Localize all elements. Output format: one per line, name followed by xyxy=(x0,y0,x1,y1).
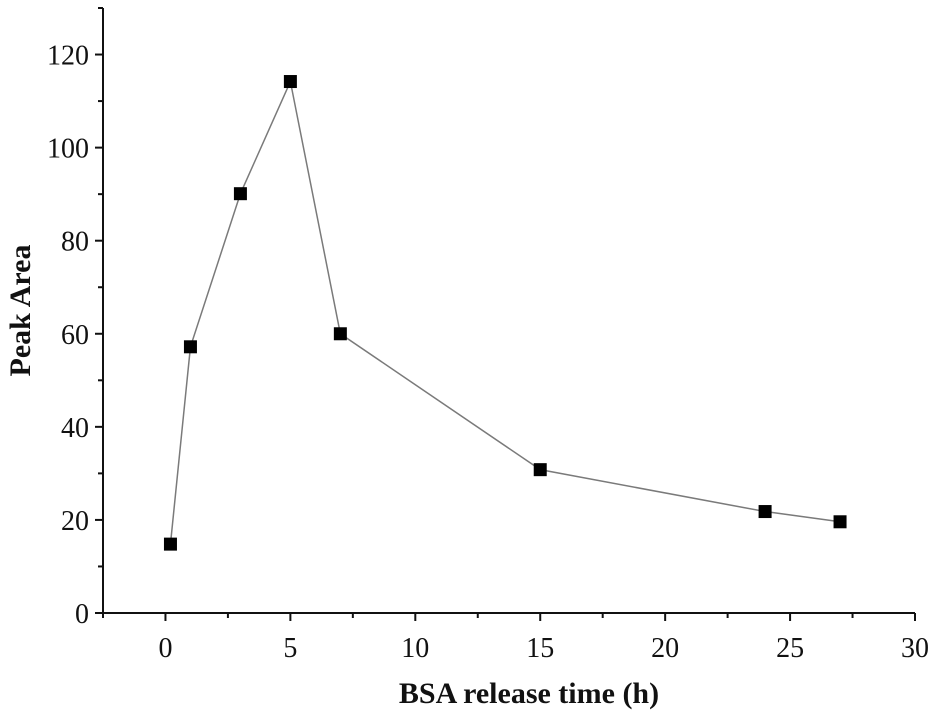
series-line xyxy=(169,79,841,545)
x-tick-label: 10 xyxy=(401,633,429,664)
x-axis-title: BSA release time (h) xyxy=(399,677,659,710)
y-tick-label: 100 xyxy=(47,134,89,165)
y-tick-label: 0 xyxy=(75,599,89,630)
y-tick-label: 40 xyxy=(61,413,89,444)
x-tick-label: 20 xyxy=(651,633,679,664)
y-tick-label: 80 xyxy=(61,227,89,258)
x-tick-label: 15 xyxy=(526,633,554,664)
x-tick-label: 25 xyxy=(776,633,804,664)
data-point xyxy=(233,187,247,201)
data-point xyxy=(533,463,547,477)
y-tick-label: 20 xyxy=(61,506,89,537)
x-tick-label: 0 xyxy=(158,633,172,664)
x-tick-label: 5 xyxy=(283,633,297,664)
x-tick-label: 30 xyxy=(901,633,929,664)
data-point xyxy=(833,515,847,529)
data-point xyxy=(163,537,177,551)
data-point xyxy=(758,505,772,519)
y-tick-label: 60 xyxy=(61,320,89,351)
ticks xyxy=(95,7,916,621)
y-axis-title: Peak Area xyxy=(4,245,37,377)
y-tick-label: 120 xyxy=(47,41,89,72)
tick-labels: 0 20 40 60 80 100 120 0 5 10 15 20 25 30 xyxy=(47,41,929,664)
series xyxy=(163,75,847,551)
data-point xyxy=(283,75,297,89)
axes xyxy=(102,8,915,614)
data-point xyxy=(333,327,347,341)
data-point xyxy=(183,340,197,354)
